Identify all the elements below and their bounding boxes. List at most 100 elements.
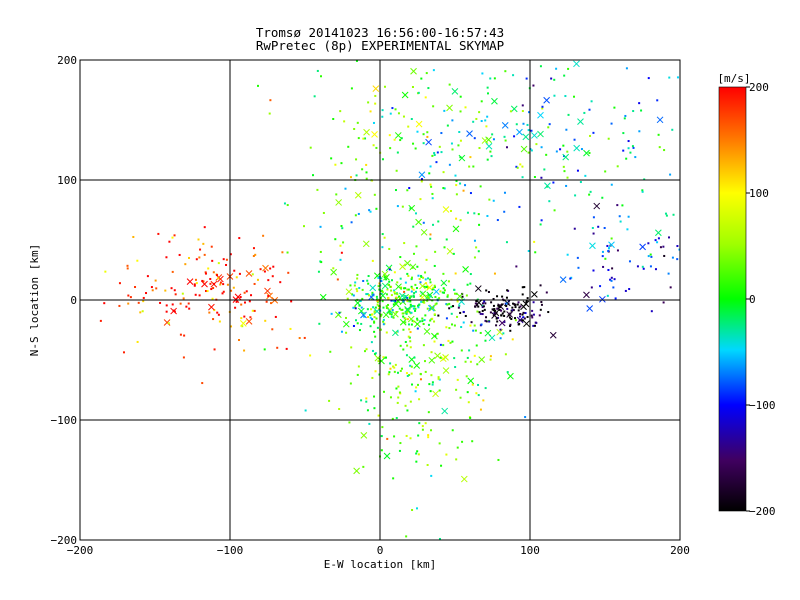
data-point [234, 306, 237, 309]
data-point [547, 126, 550, 129]
data-point [173, 234, 176, 237]
data-point [459, 311, 462, 314]
data-point [509, 329, 512, 332]
data-point [443, 187, 446, 190]
data-point [365, 293, 368, 296]
data-point [269, 267, 272, 270]
data-point [411, 383, 414, 386]
data-point [385, 356, 388, 359]
data-point [490, 155, 493, 158]
data-point [650, 310, 653, 313]
data-point [456, 446, 459, 449]
data-point-x [408, 204, 416, 212]
data-point [450, 312, 453, 315]
data-point [619, 220, 622, 223]
data-point [509, 110, 512, 113]
data-point [499, 304, 502, 307]
data-point [469, 156, 472, 159]
data-point [238, 237, 241, 240]
data-point [417, 453, 420, 456]
data-point [380, 292, 383, 295]
data-point [469, 192, 472, 195]
data-point [497, 304, 500, 307]
data-point [415, 460, 418, 463]
data-point [658, 146, 661, 149]
data-point [393, 289, 396, 292]
data-point-x [586, 305, 594, 312]
data-point [259, 268, 262, 271]
data-point [415, 287, 418, 290]
data-point [432, 69, 435, 72]
data-point [622, 132, 625, 135]
data-point [590, 100, 593, 103]
data-point-x [562, 153, 570, 161]
data-point [485, 320, 488, 323]
data-point [616, 165, 619, 168]
grid-lines [80, 60, 680, 540]
data-point-x [423, 328, 431, 335]
data-point [209, 282, 212, 285]
data-point [543, 168, 546, 171]
data-point [370, 341, 373, 344]
data-point [367, 282, 370, 285]
data-point [170, 287, 173, 290]
data-point [440, 151, 443, 154]
data-point-x [354, 191, 362, 199]
data-point [364, 350, 367, 353]
data-point [374, 306, 377, 309]
data-point [382, 356, 385, 359]
data-point [552, 181, 555, 184]
data-point [217, 262, 220, 265]
data-point [429, 233, 432, 236]
data-point [408, 295, 411, 298]
data-point [416, 450, 419, 453]
data-point [202, 242, 205, 245]
data-point [383, 85, 386, 88]
data-point [371, 259, 374, 262]
data-point [380, 277, 383, 280]
data-point-x [420, 228, 428, 236]
data-point [211, 297, 214, 300]
data-point [313, 95, 316, 98]
data-point [434, 303, 437, 306]
data-point [636, 265, 639, 268]
data-point [524, 416, 527, 419]
data-point [401, 205, 404, 208]
data-point [473, 324, 476, 327]
data-point [420, 180, 423, 183]
data-point [405, 372, 408, 375]
data-point [412, 288, 415, 291]
data-point [174, 293, 177, 296]
data-point [173, 289, 176, 292]
colorbar [718, 86, 747, 512]
data-point [235, 300, 238, 303]
data-point [442, 187, 445, 190]
data-point [524, 312, 527, 315]
data-point [429, 281, 432, 284]
data-point [643, 178, 646, 181]
data-point [338, 311, 341, 314]
data-point-x [522, 133, 530, 141]
data-point-x [373, 272, 381, 280]
data-point [388, 280, 391, 283]
data-point [415, 452, 418, 455]
data-point [464, 184, 467, 187]
data-point [455, 179, 458, 182]
data-point [443, 246, 446, 249]
data-point [374, 370, 377, 373]
data-point [501, 312, 504, 315]
data-point [395, 310, 398, 313]
data-point [454, 174, 457, 177]
data-point [378, 282, 381, 285]
data-point [521, 293, 524, 296]
data-point [353, 306, 356, 309]
data-point-x [335, 311, 342, 319]
colorbar-tick-label: 0 [749, 293, 756, 306]
data-point [216, 311, 219, 314]
data-point [477, 383, 480, 386]
data-point-x [589, 242, 596, 250]
axis-ticks: −200 −100 0 100 200 −200 −100 0 100 200 [51, 54, 690, 557]
data-point [458, 131, 461, 134]
data-point [373, 193, 376, 196]
data-point [417, 434, 420, 437]
